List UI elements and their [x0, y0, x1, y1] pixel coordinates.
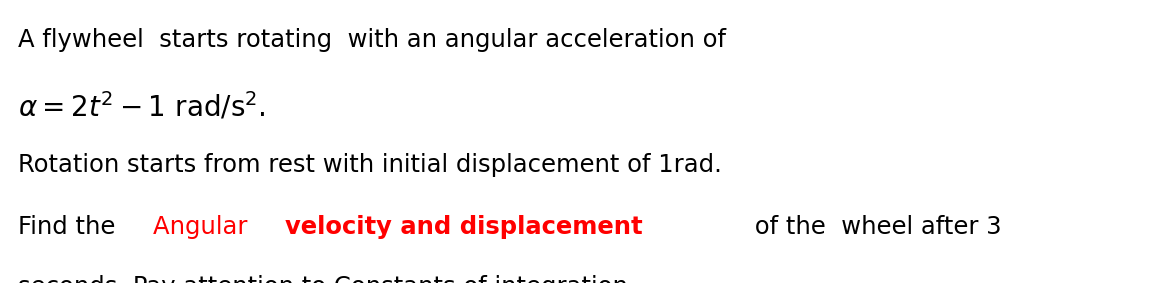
Text: velocity and displacement: velocity and displacement: [286, 215, 643, 239]
Text: of the  wheel after 3: of the wheel after 3: [747, 215, 1001, 239]
Text: Rotation starts from rest with initial displacement of 1rad.: Rotation starts from rest with initial d…: [18, 153, 722, 177]
Text: $\alpha = 2t^{2} - 1\ \mathrm{rad/s}^{2}.$: $\alpha = 2t^{2} - 1\ \mathrm{rad/s}^{2}…: [18, 91, 266, 123]
Text: seconds. Pay attention to Constants of integration: seconds. Pay attention to Constants of i…: [18, 275, 628, 283]
Text: Angular: Angular: [153, 215, 255, 239]
Text: Find the: Find the: [18, 215, 122, 239]
Text: A flywheel  starts rotating  with an angular acceleration of: A flywheel starts rotating with an angul…: [18, 28, 726, 52]
